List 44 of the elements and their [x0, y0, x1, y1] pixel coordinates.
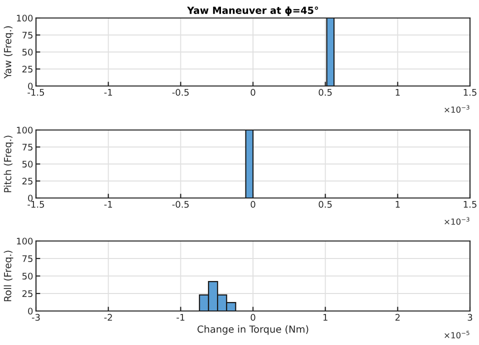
x-tick-label: -3 [32, 314, 40, 321]
y-axis-title: Pitch (Freq.) [4, 136, 14, 192]
x-tick-label: 3 [468, 314, 472, 321]
x-tick-label: 0.5 [318, 200, 332, 208]
x-tick-label: 1.5 [464, 89, 476, 96]
x-tick-label: -2 [104, 314, 112, 321]
x-tick-label: 0 [250, 314, 256, 321]
x-tick-label: -1.5 [28, 89, 44, 96]
y-tick-label: 25 [22, 66, 32, 73]
y-tick-label: 50 [22, 48, 33, 56]
text: ×10$^{−3}$ [444, 217, 470, 225]
y-axis-title: Yaw (Freq.) [4, 26, 14, 79]
y-axis-title: Roll (Freq.) [4, 250, 14, 302]
y-tick-label: 100 [16, 14, 33, 22]
y-tick-label: 75 [22, 32, 32, 39]
x-tick-label: 0 [250, 88, 256, 96]
x-tick-label: 1 [396, 201, 400, 208]
x-tick-label: -0.5 [172, 88, 189, 96]
y-tick-label: 50 [22, 160, 33, 168]
x-tick-label: -1.5 [28, 201, 44, 208]
y-tick-label: 25 [22, 178, 32, 185]
x-tick-label: 0 [250, 200, 256, 208]
text: ×10$^{−5}$ [444, 330, 470, 338]
text: ×10$^{−3}$ [444, 105, 470, 113]
y-tick-label: 0 [28, 194, 33, 202]
x-tick-label: 1.5 [464, 201, 476, 208]
x-tick-label: -1 [176, 314, 184, 321]
x-tick-label: -1 [104, 89, 112, 96]
x-tick-label: 1 [323, 314, 328, 321]
x-tick-label: 2 [395, 314, 400, 321]
y-tick-label: 50 [22, 272, 33, 280]
x-tick-label: 1 [396, 89, 400, 96]
x-tick-label: 0.5 [318, 88, 332, 96]
y-tick-label: 100 [16, 126, 33, 134]
x-tick-label: -0.5 [172, 200, 189, 208]
y-tick-label: 75 [22, 255, 32, 262]
y-tick-label: 0 [28, 308, 33, 315]
x-axis-title: Change in Torque (Nm) [198, 325, 308, 335]
x-tick-label: -1 [104, 201, 112, 208]
y-tick-label: 75 [22, 144, 32, 151]
chart-title: Yaw Maneuver at ϕ=45° [187, 6, 318, 16]
y-tick-label: 100 [16, 238, 33, 245]
y-tick-label: 25 [22, 290, 32, 298]
y-tick-label: 0 [28, 82, 33, 90]
